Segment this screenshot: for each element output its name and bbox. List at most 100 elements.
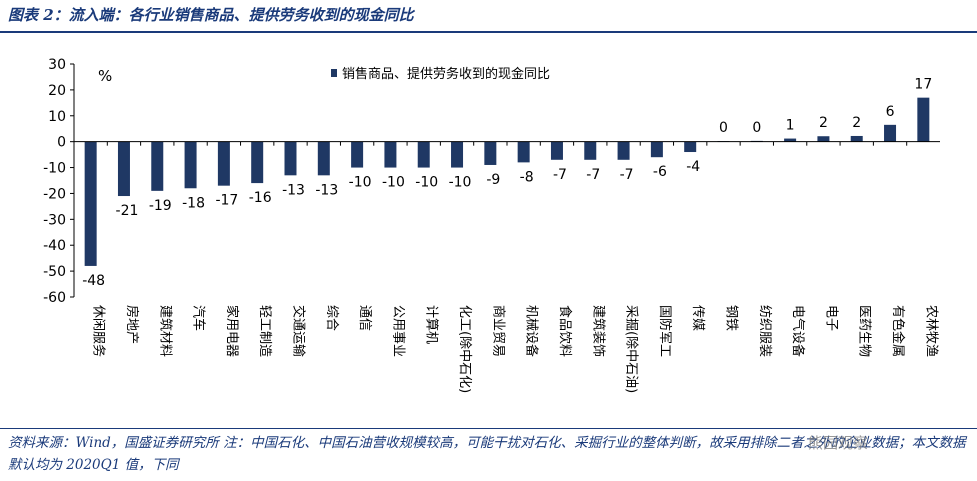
data-label: -16: [249, 190, 272, 206]
data-label: -4: [686, 159, 700, 175]
category-label: 通信: [357, 305, 372, 331]
unit-label: %: [98, 67, 112, 85]
bar: [251, 141, 264, 184]
y-tick-label: 0: [57, 135, 66, 151]
data-label: -17: [215, 193, 238, 209]
data-label: -10: [449, 175, 472, 191]
data-label: 6: [886, 104, 895, 120]
y-tick-label: 10: [48, 109, 66, 125]
bar: [217, 141, 230, 186]
bar: [351, 141, 364, 168]
category-label: 纺织服装: [757, 305, 772, 357]
data-label: -7: [620, 167, 634, 183]
y-tick-label: -20: [43, 186, 66, 202]
data-label: 17: [914, 77, 932, 93]
bar: [484, 141, 497, 165]
bar: [117, 141, 130, 197]
bar: [317, 141, 330, 176]
title-rule: [0, 31, 977, 33]
category-label: 化工(除中石化): [457, 305, 472, 393]
category-label: 建筑装饰: [590, 305, 606, 357]
data-label: -10: [415, 175, 438, 191]
data-label: -10: [349, 175, 372, 191]
category-label: 国防军工: [657, 305, 673, 357]
legend: 销售商品、提供劳务收到的现金同比: [331, 66, 550, 82]
category-label: 建筑材料: [157, 305, 173, 357]
category-label: 农林牧渔: [923, 305, 938, 357]
y-tick-label: -10: [43, 161, 66, 177]
bar: [884, 124, 897, 142]
bar: [784, 138, 797, 142]
y-tick-label: -40: [43, 238, 66, 254]
bar: [184, 141, 197, 189]
watermark: 熊园观察: [808, 434, 869, 452]
data-label: -8: [520, 169, 534, 185]
data-label: -6: [653, 164, 667, 180]
bar: [650, 141, 663, 158]
bar: [284, 141, 297, 176]
bar: [850, 135, 863, 142]
data-label: 0: [752, 120, 761, 136]
data-label: -21: [116, 203, 139, 219]
y-tick-label: -60: [43, 290, 66, 306]
bars: -48 -21 -19 -18 -17 -16 -13 -13 -10 -10 -10 -10 -9 -8…: [82, 77, 932, 289]
data-label: -9: [486, 172, 500, 188]
data-label: -10: [382, 175, 405, 191]
bar: [151, 141, 164, 191]
category-label: 商业贸易: [490, 305, 505, 357]
bar: [384, 141, 397, 168]
bar: [451, 141, 464, 168]
data-label: -18: [182, 195, 205, 211]
category-label: 电子: [823, 305, 838, 331]
data-label: -7: [553, 167, 567, 183]
data-label: -19: [149, 198, 172, 214]
y-tick-label: 30: [48, 57, 66, 73]
y-tick-label: -50: [43, 264, 66, 280]
footer-rule: [0, 428, 977, 429]
bar: [84, 141, 97, 266]
category-label: 机械设备: [524, 305, 540, 357]
legend-swatch: [331, 69, 337, 77]
category-label: 钢铁: [724, 305, 739, 331]
data-label: -13: [315, 182, 338, 198]
y-tick-label: -30: [43, 212, 66, 228]
category-label: 汽车: [191, 305, 207, 331]
category-label: 家用电器: [224, 305, 240, 357]
category-label: 综合: [324, 305, 339, 331]
data-label: 2: [819, 115, 828, 131]
bar: [517, 141, 530, 163]
category-label: 交通运输: [291, 305, 307, 357]
legend-label: 销售商品、提供劳务收到的现金同比: [342, 66, 550, 82]
data-label: 0: [719, 120, 728, 136]
category-label: 采掘(除中石油): [624, 305, 639, 393]
category-label: 食品饮料: [557, 305, 573, 357]
category-label: 传媒: [690, 305, 705, 331]
category-label: 休闲服务: [91, 305, 107, 357]
bar: [550, 141, 563, 160]
source-note: 资料来源：Wind，国盛证券研究所 注：中国石化、中国石油营收规模较高，可能干扰…: [8, 435, 966, 473]
category-label: 计算机: [424, 305, 439, 344]
x-axis: 休闲服务 房地产 建筑材料 汽车 家用电器 轻工制造 交通运输 综合 通信 公用事业 计算机 化工(除…: [73, 141, 940, 393]
category-label: 房地产: [124, 305, 140, 344]
category-label: 轻工制造: [257, 305, 272, 357]
bar: [617, 141, 630, 160]
category-label: 公用事业: [390, 305, 405, 357]
data-label: -13: [282, 182, 305, 198]
y-axis: 30 20 10 0 -10 -20 -30 -40 -50 -60%: [43, 57, 112, 306]
data-label: 1: [786, 118, 795, 134]
category-label: 有色金属: [890, 305, 906, 357]
bar: [584, 141, 597, 160]
data-label: -7: [586, 167, 600, 183]
data-label: 2: [852, 115, 861, 131]
figure-title: 图表 2：流入端：各行业销售商品、提供劳务收到的现金同比: [8, 6, 414, 24]
bar: [417, 141, 430, 168]
bar: [917, 97, 930, 142]
bar: [684, 141, 697, 153]
bar: [817, 136, 830, 142]
y-tick-label: 20: [48, 83, 66, 99]
category-label: 电气设备: [790, 305, 806, 357]
data-label: -48: [82, 273, 105, 289]
category-label: 医药生物: [857, 305, 872, 357]
